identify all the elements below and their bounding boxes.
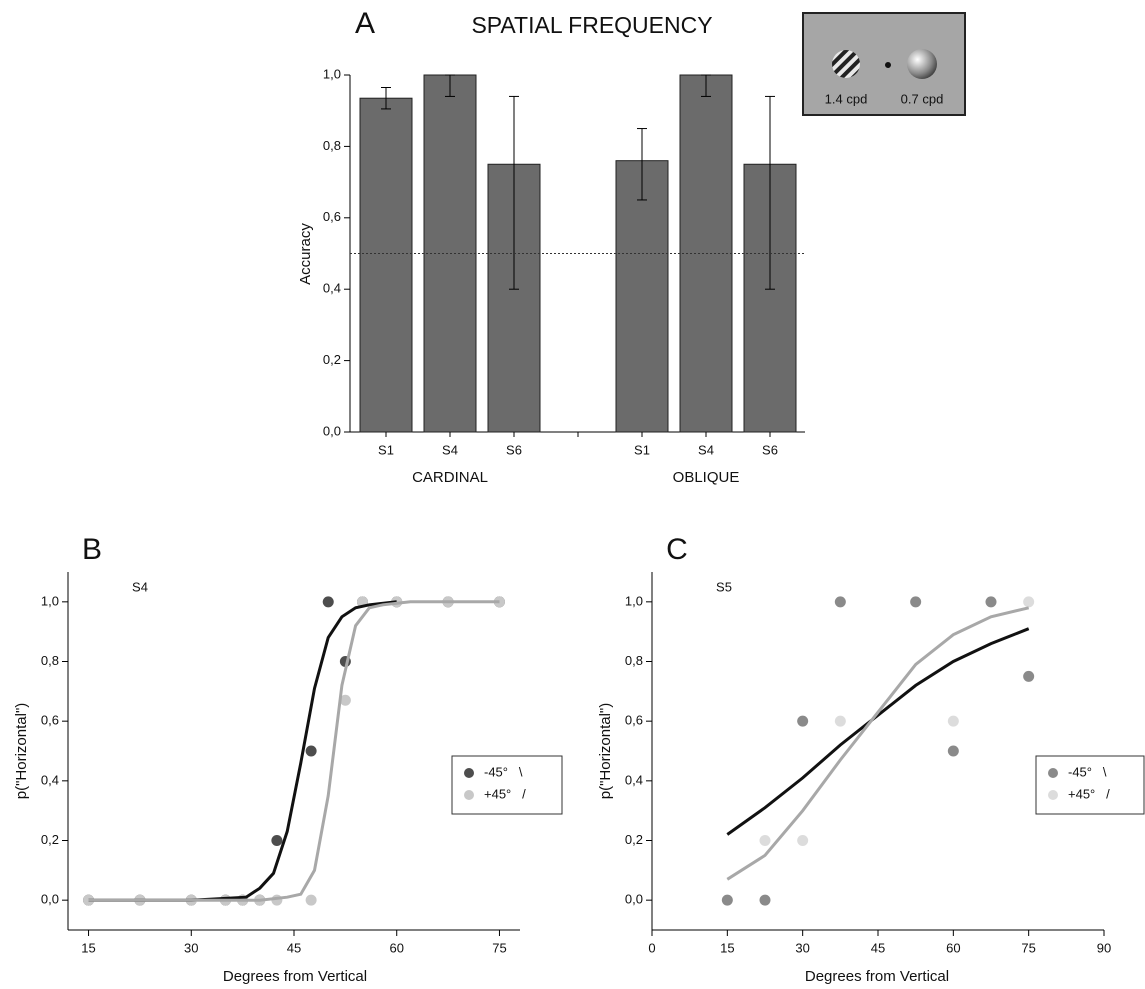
data-point: [797, 835, 809, 846]
x-tick-label: 0: [648, 940, 655, 955]
data-point: [834, 596, 846, 608]
legend-label: -45° \: [484, 764, 523, 779]
x-tick-label: 75: [492, 940, 506, 955]
data-point: [721, 894, 733, 906]
legend-marker: [1048, 768, 1058, 778]
legend-marker: [1048, 790, 1058, 800]
data-point: [985, 596, 997, 608]
inset-label: 1.4 cpd: [825, 91, 868, 106]
x-tick-label: S6: [506, 442, 522, 457]
x-tick-label: 30: [184, 940, 198, 955]
data-point: [1023, 670, 1035, 682]
data-point: [947, 715, 959, 727]
group-label: OBLIQUE: [673, 469, 740, 486]
y-tick-label: 0,4: [323, 281, 341, 296]
data-point: [271, 835, 283, 846]
legend-label: -45° \: [1068, 764, 1107, 779]
y-tick-label: 0,6: [323, 209, 341, 224]
x-tick-label: S6: [762, 442, 778, 457]
fit-curve: [726, 627, 1030, 836]
data-point: [759, 835, 771, 846]
y-tick-label: 0,8: [41, 653, 59, 668]
chart-title: SPATIAL FREQUENCY: [471, 12, 712, 38]
y-tick-label: 0,8: [625, 653, 643, 668]
data-point: [305, 894, 317, 906]
panel-letter: B: [82, 533, 102, 566]
y-tick-label: 0,0: [41, 892, 59, 907]
data-point: [1023, 596, 1035, 608]
legend-label: +45° /: [484, 786, 526, 801]
fit-curve: [88, 600, 397, 902]
y-tick-label: 0,0: [323, 423, 341, 438]
inset-label: 0.7 cpd: [901, 91, 944, 106]
group-label: CARDINAL: [412, 469, 488, 486]
x-tick-label: S4: [698, 442, 714, 457]
data-point: [910, 596, 922, 608]
legend-label: +45° /: [1068, 786, 1110, 801]
y-tick-label: 0,4: [41, 772, 59, 787]
fixation-dot: [885, 62, 891, 68]
y-tick-label: 0,2: [323, 352, 341, 367]
y-tick-label: 1,0: [323, 66, 341, 81]
data-point: [834, 715, 846, 727]
legend-marker: [464, 790, 474, 800]
y-tick-label: 0,4: [625, 772, 643, 787]
bar: [615, 160, 669, 433]
panel-letter: C: [666, 533, 688, 566]
x-tick-label: S1: [634, 442, 650, 457]
bar: [359, 97, 413, 433]
y-tick-label: 0,8: [323, 138, 341, 153]
y-tick-label: 0,2: [41, 832, 59, 847]
y-axis-label: Accuracy: [297, 223, 314, 285]
data-point: [797, 715, 809, 727]
grating-icon: [907, 49, 937, 79]
y-tick-label: 0,2: [625, 832, 643, 847]
x-tick-label: 60: [389, 940, 403, 955]
y-tick-label: 1,0: [41, 593, 59, 608]
x-tick-label: 45: [871, 940, 885, 955]
x-tick-label: S4: [442, 442, 458, 457]
y-tick-label: 0,6: [41, 713, 59, 728]
data-point: [339, 694, 351, 706]
data-point: [947, 745, 959, 757]
legend-box: [1035, 755, 1145, 815]
x-tick-label: 90: [1097, 940, 1111, 955]
legend-marker: [464, 768, 474, 778]
data-point: [759, 894, 771, 906]
fit-curve: [726, 606, 1030, 881]
x-tick-label: 15: [81, 940, 95, 955]
x-tick-label: 30: [795, 940, 809, 955]
x-tick-label: S1: [378, 442, 394, 457]
y-axis-label: p("Horizontal"): [13, 703, 30, 800]
grating-icon: [832, 50, 860, 78]
x-tick-label: 75: [1021, 940, 1035, 955]
y-tick-label: 0,0: [625, 892, 643, 907]
x-tick-label: 15: [720, 940, 734, 955]
panel-letter: A: [355, 7, 375, 40]
x-tick-label: 45: [287, 940, 301, 955]
x-axis-label: Degrees from Vertical: [223, 968, 367, 985]
y-tick-label: 1,0: [625, 593, 643, 608]
fit-curve: [88, 600, 500, 902]
subject-label: S4: [132, 579, 148, 594]
y-tick-label: 0,6: [625, 713, 643, 728]
legend-box: [451, 755, 563, 815]
x-tick-label: 60: [946, 940, 960, 955]
y-axis-label: p("Horizontal"): [597, 703, 614, 800]
data-point: [322, 596, 334, 608]
x-axis-label: Degrees from Vertical: [805, 968, 949, 985]
data-point: [305, 745, 317, 757]
subject-label: S5: [716, 579, 732, 594]
inset-box: [802, 12, 966, 116]
